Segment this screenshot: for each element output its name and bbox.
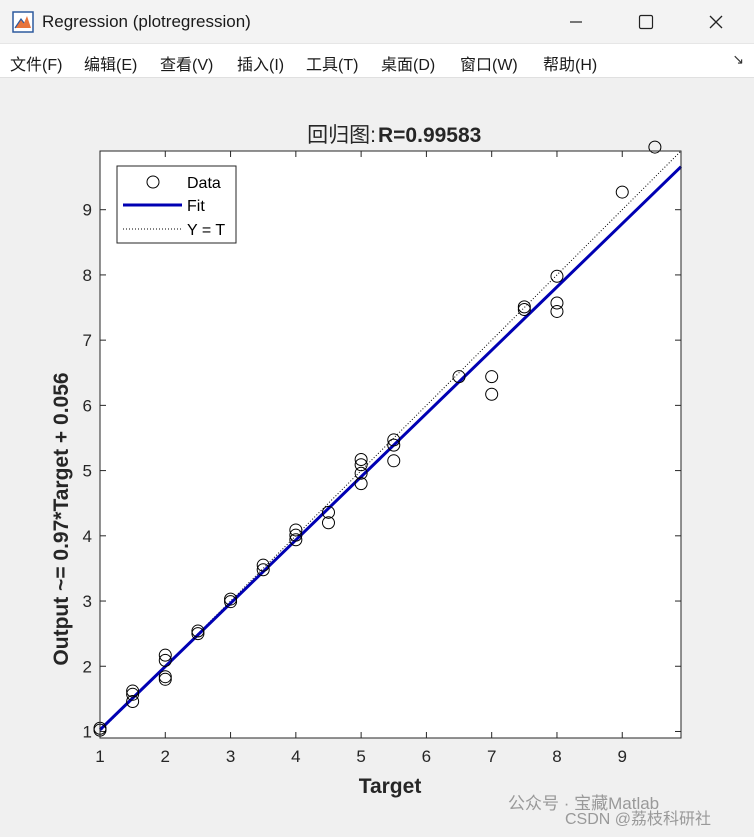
data-point	[517, 300, 531, 314]
watermark-wechat: 公众号 · 宝藏Matlab	[508, 794, 660, 813]
data-point	[289, 528, 303, 542]
x-tick-label: 1	[95, 747, 104, 766]
data-point	[158, 670, 172, 684]
y-tick-label: 2	[83, 657, 92, 676]
data-point	[126, 694, 140, 708]
legend-fit-label: Fit	[187, 198, 205, 215]
x-tick-label: 5	[356, 747, 365, 766]
x-tick-label: 7	[487, 747, 496, 766]
legend-data-label: Data	[187, 175, 221, 192]
chart-title-value: R=0.99583	[378, 124, 481, 147]
window-title: Regression (plotregression)	[42, 12, 251, 31]
menu-edit[interactable]: 编辑(E)	[84, 57, 138, 74]
figure-area: 回归图: R=0.99583 1 2 3 4 5 6 7 8 9 1 2 3 4 5 6 7 8 9 Data F…	[0, 78, 754, 832]
data-point	[256, 558, 270, 572]
data-point	[387, 433, 401, 447]
menu-tools[interactable]: 工具(T)	[306, 57, 359, 74]
x-tick-label: 3	[226, 747, 235, 766]
data-point	[354, 477, 368, 491]
data-point	[158, 672, 172, 686]
x-tick-label: 4	[291, 747, 300, 766]
data-point	[452, 370, 466, 384]
legend: Data Fit Y = T	[116, 165, 237, 244]
data-point	[550, 269, 564, 283]
x-tick-label: 8	[552, 747, 561, 766]
maximize-button[interactable]	[618, 0, 674, 44]
data-point	[615, 185, 629, 199]
data-point	[126, 684, 140, 698]
data-point	[354, 466, 368, 480]
x-tick-label: 2	[161, 747, 170, 766]
data-point	[550, 296, 564, 310]
watermark-csdn: CSDN @荔枝科研社	[565, 811, 712, 828]
y-tick-label: 1	[83, 722, 92, 741]
data-point	[256, 563, 270, 577]
data-point	[289, 533, 303, 547]
data-point	[191, 627, 205, 641]
data-point	[387, 438, 401, 452]
menu-desktop[interactable]: 桌面(D)	[381, 57, 436, 74]
data-point	[485, 387, 499, 401]
data-point	[354, 458, 368, 472]
matlab-figure-icon	[12, 11, 34, 33]
menu-bar: 文件(F) 编辑(E) 查看(V) 插入(I) 工具(T) 桌面(D) 窗口(W…	[0, 44, 754, 78]
data-point	[354, 453, 368, 467]
minimize-icon	[570, 21, 582, 23]
data-point	[224, 592, 238, 606]
data-point	[224, 595, 238, 609]
data-point	[321, 516, 335, 530]
data-point	[485, 370, 499, 384]
data-point	[517, 302, 531, 316]
menu-window[interactable]: 窗口(W)	[460, 57, 518, 74]
data-point	[158, 653, 172, 667]
chart-title-prefix: 回归图:	[307, 124, 376, 147]
toolbar-dock-arrow-icon[interactable]: ↘	[732, 51, 744, 67]
regression-chart: 回归图: R=0.99583 1 2 3 4 5 6 7 8 9 1 2 3 4 5 6 7 8 9 Data F…	[50, 124, 683, 798]
menu-view[interactable]: 查看(V)	[160, 57, 214, 74]
y-tick-label: 9	[83, 201, 92, 220]
legend-data-marker	[146, 175, 160, 189]
menu-insert[interactable]: 插入(I)	[237, 57, 285, 74]
y-tick-label: 6	[83, 396, 92, 415]
y-axis-label: Output ~= 0.97*Target + 0.056	[50, 372, 73, 665]
data-point	[550, 304, 564, 318]
minimize-button[interactable]	[548, 0, 604, 44]
close-icon	[709, 15, 723, 29]
close-button[interactable]	[688, 0, 744, 44]
data-point	[321, 505, 335, 519]
x-axis-label: Target	[359, 775, 422, 798]
data-point	[191, 624, 205, 638]
x-tick-label: 6	[422, 747, 431, 766]
x-tick-label: 9	[618, 747, 627, 766]
y-tick-label: 8	[83, 266, 92, 285]
menu-help[interactable]: 帮助(H)	[543, 57, 598, 74]
window-titlebar: Regression (plotregression)	[0, 0, 754, 44]
fit-line	[98, 165, 683, 731]
maximize-icon	[638, 14, 654, 30]
data-point	[648, 140, 662, 154]
menu-file[interactable]: 文件(F)	[10, 57, 63, 74]
y-tick-label: 5	[83, 462, 92, 481]
data-point	[289, 523, 303, 537]
data-point	[126, 687, 140, 701]
y-tick-label: 3	[83, 592, 92, 611]
data-point	[158, 648, 172, 662]
y-tick-label: 4	[83, 527, 92, 546]
data-point	[387, 454, 401, 468]
y-tick-label: 7	[83, 331, 92, 350]
identity-line	[99, 150, 682, 732]
legend-yt-label: Y = T	[187, 222, 225, 239]
plot-frame	[99, 150, 682, 739]
